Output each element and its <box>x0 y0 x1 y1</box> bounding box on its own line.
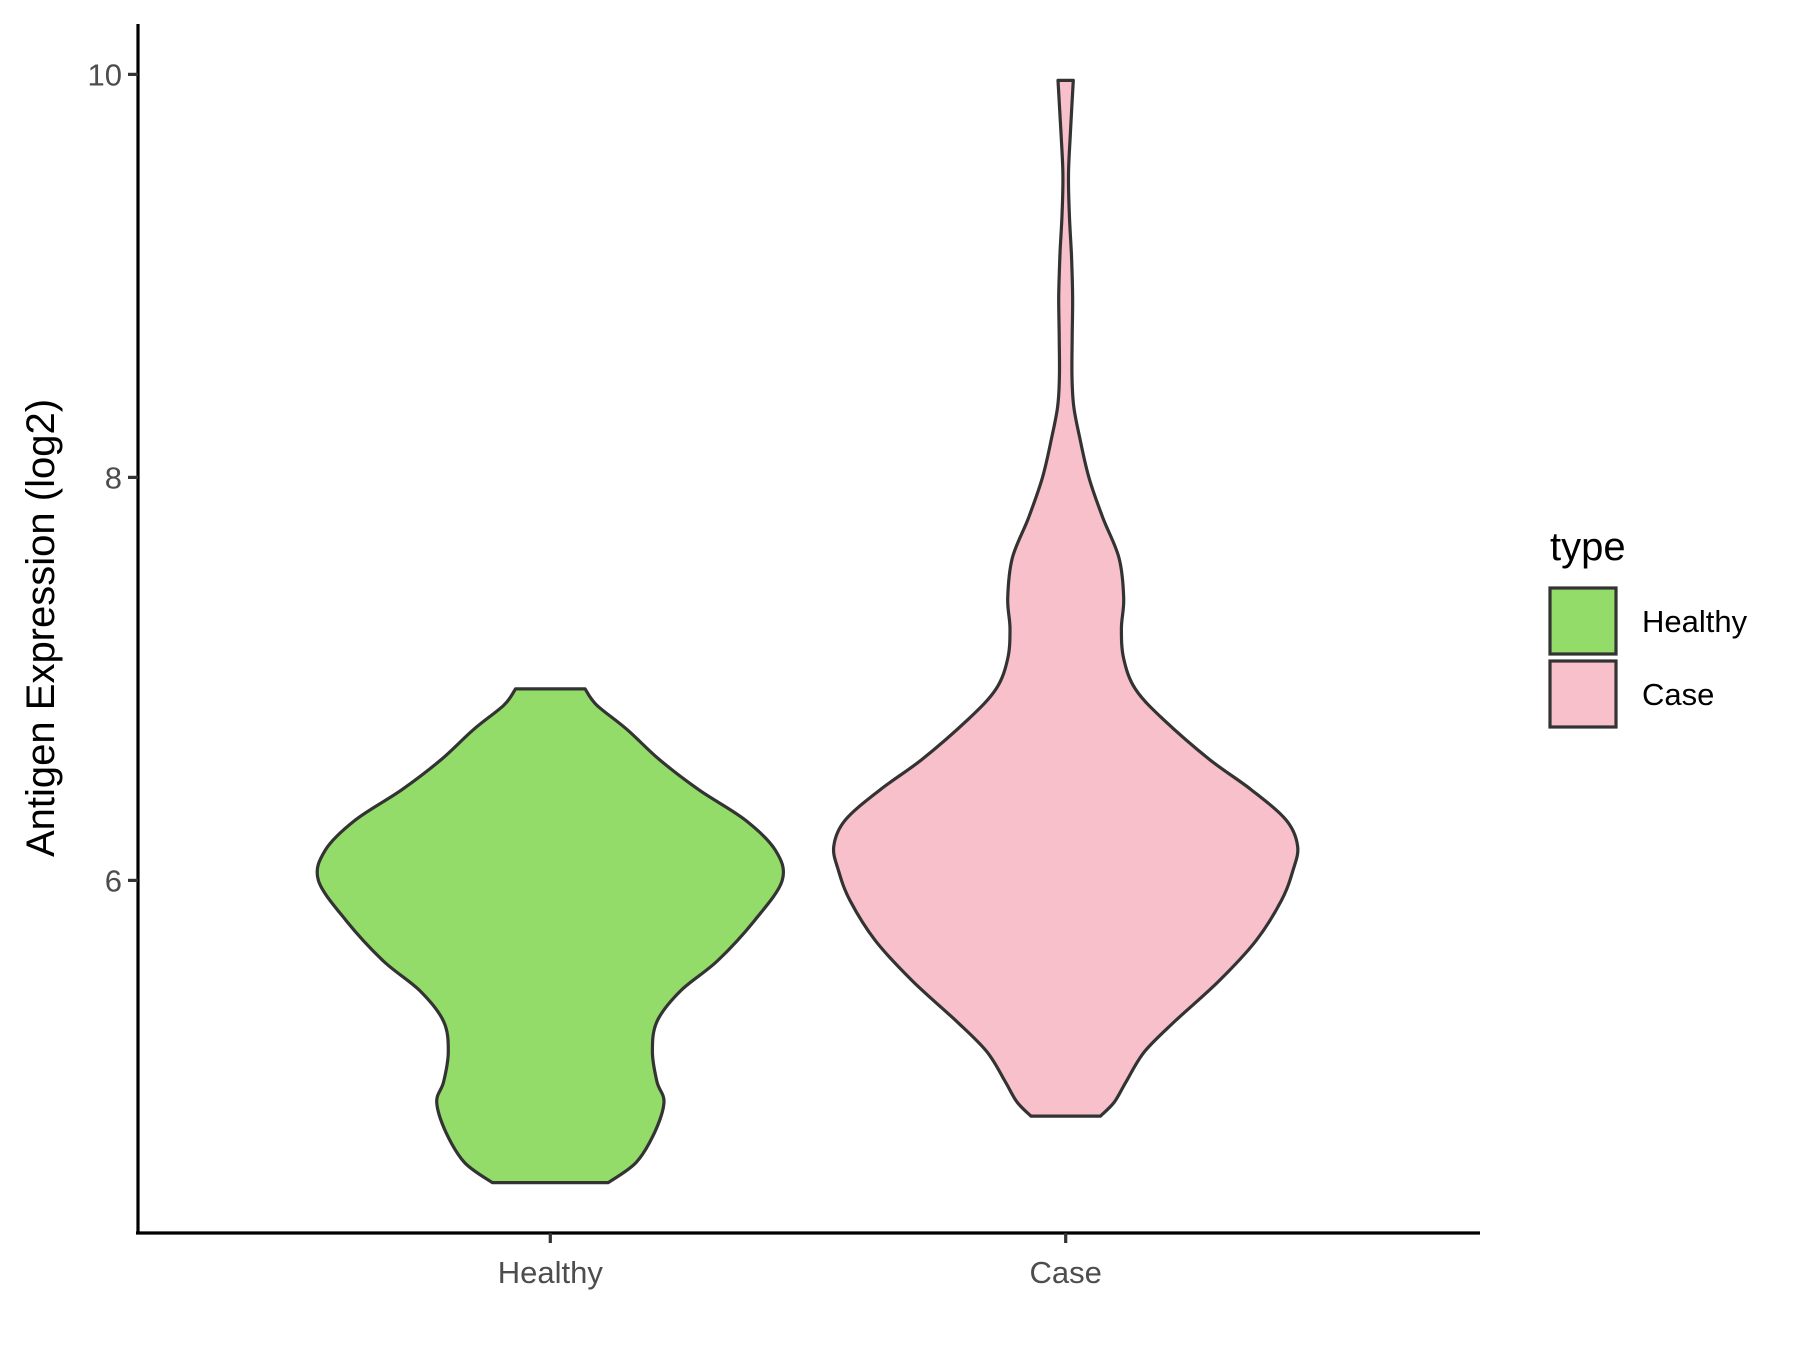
violin-case <box>831 78 1300 1118</box>
y-tick-label: 6 <box>105 863 122 898</box>
legend-title: type <box>1550 525 1626 569</box>
legend-swatch-healthy <box>1548 586 1618 656</box>
y-axis-ticks: 6 8 10 <box>88 57 138 898</box>
legend: type Healthy Case <box>1548 525 1748 729</box>
legend-swatch-case <box>1548 659 1618 729</box>
x-tick-label: Case <box>1030 1255 1102 1290</box>
legend-label-case: Case <box>1642 677 1714 712</box>
violin-healthy <box>315 687 786 1185</box>
y-tick-label: 8 <box>105 460 122 495</box>
y-axis-title: Antigen Expression (log2) <box>19 399 63 857</box>
x-axis-ticks: Healthy Case <box>498 1233 1102 1290</box>
violin-layer <box>315 78 1300 1185</box>
x-tick-label: Healthy <box>498 1255 604 1290</box>
legend-label-healthy: Healthy <box>1642 604 1748 639</box>
y-tick-label: 10 <box>88 57 122 92</box>
